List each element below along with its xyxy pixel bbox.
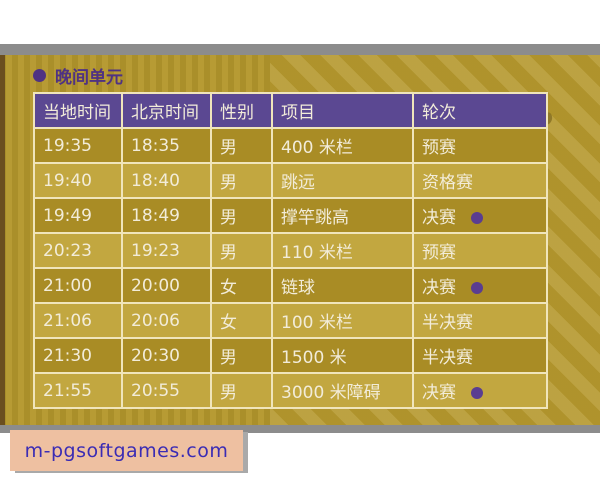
cell-local-time: 19:40 xyxy=(33,162,123,199)
cell-event: 链球 xyxy=(271,267,414,304)
top-gray-strip xyxy=(0,44,600,55)
table-row: 21:00 20:00 女 链球 决赛 xyxy=(33,267,548,304)
cell-beijing-time: 18:49 xyxy=(121,197,212,234)
round-label: 半决赛 xyxy=(422,348,473,368)
cell-beijing-time: 20:06 xyxy=(121,302,212,339)
header-round: 轮次 xyxy=(412,92,548,129)
table-row: 21:55 20:55 男 3000 米障碍 决赛 xyxy=(33,372,548,409)
final-round-dot-icon xyxy=(471,282,483,294)
cell-local-time: 21:06 xyxy=(33,302,123,339)
header-beijing-time: 北京时间 xyxy=(121,92,212,129)
round-label: 资格赛 xyxy=(422,173,473,193)
cell-gender: 男 xyxy=(210,197,273,234)
cell-round: 决赛 xyxy=(412,197,548,234)
table-row: 20:23 19:23 男 110 米栏 预赛 xyxy=(33,232,548,269)
table-row: 21:30 20:30 男 1500 米 半决赛 xyxy=(33,337,548,374)
cell-event: 110 米栏 xyxy=(271,232,414,269)
evening-schedule-table: 当地时间 北京时间 性别 项目 轮次 19:35 18:35 男 400 米栏 … xyxy=(33,92,548,409)
cell-event: 400 米栏 xyxy=(271,127,414,164)
schedule-panel: 晚间单元 当地时间 北京时间 性别 项目 轮次 19:35 18:35 男 40… xyxy=(0,55,600,425)
table-header-row: 当地时间 北京时间 性别 项目 轮次 xyxy=(33,92,548,129)
round-label: 决赛 xyxy=(422,208,456,228)
section-title-label: 晚间单元 xyxy=(55,68,123,88)
cell-event: 撑竿跳高 xyxy=(271,197,414,234)
cell-round: 半决赛 xyxy=(412,302,548,339)
cell-event: 1500 米 xyxy=(271,337,414,374)
round-label: 预赛 xyxy=(422,138,456,158)
section-title: 晚间单元 xyxy=(33,63,123,88)
final-round-dot-icon xyxy=(471,212,483,224)
cell-gender: 女 xyxy=(210,302,273,339)
cell-beijing-time: 20:30 xyxy=(121,337,212,374)
cell-local-time: 21:00 xyxy=(33,267,123,304)
cell-round: 预赛 xyxy=(412,127,548,164)
table-row: 19:35 18:35 男 400 米栏 预赛 xyxy=(33,127,548,164)
cell-round: 资格赛 xyxy=(412,162,548,199)
cell-beijing-time: 20:55 xyxy=(121,372,212,409)
header-gender: 性别 xyxy=(210,92,273,129)
cell-beijing-time: 19:23 xyxy=(121,232,212,269)
cell-gender: 男 xyxy=(210,232,273,269)
bottom-gray-strip xyxy=(0,425,600,433)
table-row: 19:40 18:40 男 跳远 资格赛 xyxy=(33,162,548,199)
cell-beijing-time: 18:40 xyxy=(121,162,212,199)
table-row: 19:49 18:49 男 撑竿跳高 决赛 xyxy=(33,197,548,234)
header-event: 项目 xyxy=(271,92,414,129)
header-local-time: 当地时间 xyxy=(33,92,123,129)
bullet-dot-icon xyxy=(33,69,46,82)
cell-local-time: 19:49 xyxy=(33,197,123,234)
round-label: 预赛 xyxy=(422,243,456,263)
cell-gender: 男 xyxy=(210,337,273,374)
cell-gender: 女 xyxy=(210,267,273,304)
top-white-margin xyxy=(0,0,600,44)
cell-local-time: 21:30 xyxy=(33,337,123,374)
panel-left-edge xyxy=(0,55,5,425)
cell-gender: 男 xyxy=(210,162,273,199)
watermark-link-label[interactable]: m-pgsoftgames.com xyxy=(24,439,229,462)
round-label: 决赛 xyxy=(422,278,456,298)
cell-event: 100 米栏 xyxy=(271,302,414,339)
cell-gender: 男 xyxy=(210,372,273,409)
cell-beijing-time: 20:00 xyxy=(121,267,212,304)
cell-round: 决赛 xyxy=(412,267,548,304)
round-label: 半决赛 xyxy=(422,313,473,333)
cell-local-time: 19:35 xyxy=(33,127,123,164)
cell-local-time: 21:55 xyxy=(33,372,123,409)
cell-round: 预赛 xyxy=(412,232,548,269)
cell-beijing-time: 18:35 xyxy=(121,127,212,164)
bottom-white-area: m-pgsoftgames.com xyxy=(0,430,600,480)
cell-event: 3000 米障碍 xyxy=(271,372,414,409)
final-round-dot-icon xyxy=(471,387,483,399)
cell-round: 半决赛 xyxy=(412,337,548,374)
cell-local-time: 20:23 xyxy=(33,232,123,269)
cell-event: 跳远 xyxy=(271,162,414,199)
table-row: 21:06 20:06 女 100 米栏 半决赛 xyxy=(33,302,548,339)
cell-gender: 男 xyxy=(210,127,273,164)
round-label: 决赛 xyxy=(422,383,456,403)
cell-round: 决赛 xyxy=(412,372,548,409)
watermark-link-box[interactable]: m-pgsoftgames.com xyxy=(10,430,243,471)
